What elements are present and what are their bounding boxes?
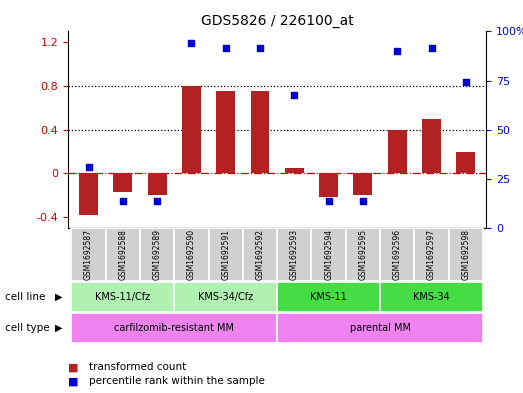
Bar — [182, 86, 201, 173]
Text: carfilzomib-resistant MM: carfilzomib-resistant MM — [115, 323, 234, 333]
Point — [119, 198, 127, 204]
Point — [187, 40, 196, 47]
Bar — [209, 228, 243, 281]
Bar — [217, 92, 235, 173]
Bar — [277, 228, 312, 281]
Bar — [251, 92, 269, 173]
Bar — [312, 228, 346, 281]
Point — [393, 48, 402, 54]
Text: GSM1692587: GSM1692587 — [84, 229, 93, 280]
Point — [427, 45, 436, 51]
Text: KMS-11/Cfz: KMS-11/Cfz — [95, 292, 151, 302]
Bar — [147, 173, 167, 195]
Text: KMS-34: KMS-34 — [413, 292, 450, 302]
Bar — [285, 168, 304, 173]
Text: percentile rank within the sample: percentile rank within the sample — [89, 376, 265, 386]
Text: GSM1692595: GSM1692595 — [358, 229, 368, 280]
Point — [84, 163, 93, 170]
Text: GSM1692588: GSM1692588 — [118, 229, 128, 280]
Bar — [174, 282, 277, 312]
Bar — [106, 228, 140, 281]
Text: cell type: cell type — [5, 323, 50, 333]
Bar — [72, 282, 174, 312]
Bar — [319, 173, 338, 197]
Bar — [380, 228, 414, 281]
Text: GSM1692592: GSM1692592 — [256, 229, 265, 280]
Point — [324, 198, 333, 204]
Bar — [277, 313, 483, 343]
Bar — [79, 173, 98, 215]
Point — [256, 45, 264, 51]
Text: GSM1692590: GSM1692590 — [187, 229, 196, 280]
Bar — [140, 228, 174, 281]
Text: GSM1692589: GSM1692589 — [153, 229, 162, 280]
Text: parental MM: parental MM — [349, 323, 411, 333]
Bar — [174, 228, 209, 281]
Text: ■: ■ — [68, 376, 78, 386]
Bar — [388, 130, 407, 173]
Text: GSM1692598: GSM1692598 — [461, 229, 470, 280]
Text: GSM1692594: GSM1692594 — [324, 229, 333, 280]
Text: cell line: cell line — [5, 292, 46, 302]
Bar — [422, 119, 441, 173]
Bar — [346, 228, 380, 281]
Point — [359, 198, 367, 204]
Bar — [354, 173, 372, 195]
Text: ▶: ▶ — [55, 323, 62, 333]
Bar — [414, 228, 449, 281]
Bar — [72, 313, 277, 343]
Text: GSM1692596: GSM1692596 — [393, 229, 402, 280]
Title: GDS5826 / 226100_at: GDS5826 / 226100_at — [201, 14, 354, 28]
Text: GSM1692597: GSM1692597 — [427, 229, 436, 280]
Text: GSM1692591: GSM1692591 — [221, 229, 230, 280]
Point — [222, 45, 230, 51]
Text: ■: ■ — [68, 362, 78, 373]
Bar — [449, 228, 483, 281]
Text: GSM1692593: GSM1692593 — [290, 229, 299, 280]
Text: transformed count: transformed count — [89, 362, 186, 373]
Point — [153, 198, 161, 204]
Bar — [277, 282, 380, 312]
Bar — [243, 228, 277, 281]
Text: KMS-11: KMS-11 — [310, 292, 347, 302]
Text: KMS-34/Cfz: KMS-34/Cfz — [198, 292, 253, 302]
Text: ▶: ▶ — [55, 292, 62, 302]
Bar — [72, 228, 106, 281]
Bar — [380, 282, 483, 312]
Bar — [113, 173, 132, 192]
Point — [290, 92, 299, 98]
Point — [462, 79, 470, 85]
Bar — [457, 152, 475, 173]
